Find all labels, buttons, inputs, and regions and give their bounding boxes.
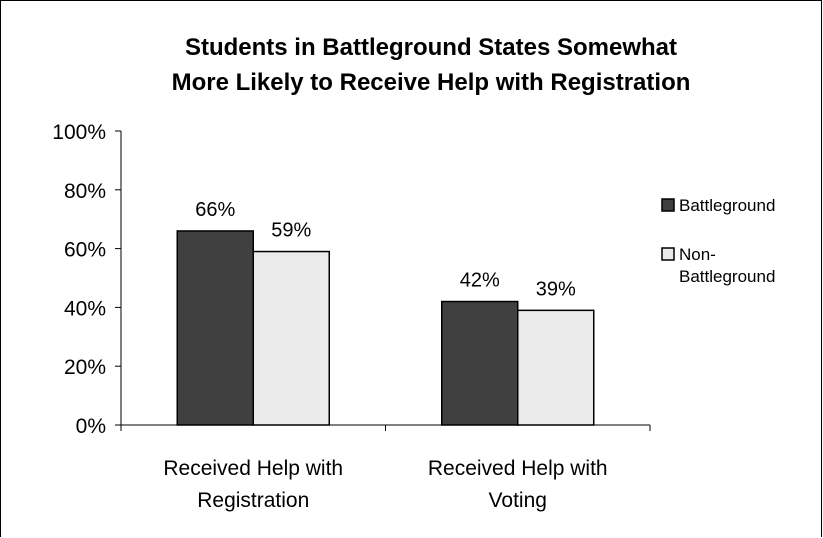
chart-title: Students in Battleground States Somewhat… bbox=[172, 34, 691, 96]
data-label: 66% bbox=[195, 199, 235, 221]
x-category-label: Received Help with bbox=[163, 457, 343, 480]
y-tick-label: 60% bbox=[64, 239, 106, 262]
y-tick-label: 100% bbox=[52, 121, 106, 144]
legend-label: Battleground bbox=[679, 196, 775, 215]
legend-swatch bbox=[661, 247, 675, 261]
bar-non-battleground bbox=[252, 250, 330, 426]
legend: Battleground Non- Battleground bbox=[661, 196, 775, 286]
y-tick-label: 20% bbox=[64, 356, 106, 379]
plot-area: 0% 20% 40% 60% 80% 100% 66% 59% Received Help wi… bbox=[52, 121, 651, 512]
legend-label: Battleground bbox=[679, 267, 775, 286]
data-label: 59% bbox=[271, 220, 311, 242]
legend-swatch bbox=[661, 198, 675, 212]
y-tick-label: 0% bbox=[76, 415, 106, 438]
chart-title-line-1: Students in Battleground States Somewhat bbox=[185, 34, 677, 61]
bar-battleground bbox=[441, 300, 519, 426]
data-label: 39% bbox=[536, 278, 576, 300]
legend-label: Non- bbox=[679, 245, 716, 264]
x-category-label: Received Help with bbox=[428, 457, 608, 480]
data-label: 42% bbox=[460, 270, 500, 292]
bar-battleground bbox=[176, 230, 254, 426]
chart-title-line-2: More Likely to Receive Help with Registr… bbox=[172, 69, 691, 96]
y-tick-label: 40% bbox=[64, 297, 106, 320]
x-category-label: Voting bbox=[489, 489, 547, 512]
y-tick-label: 80% bbox=[64, 180, 106, 203]
bar-non-battleground bbox=[517, 309, 595, 426]
x-category-label: Registration bbox=[197, 489, 309, 512]
